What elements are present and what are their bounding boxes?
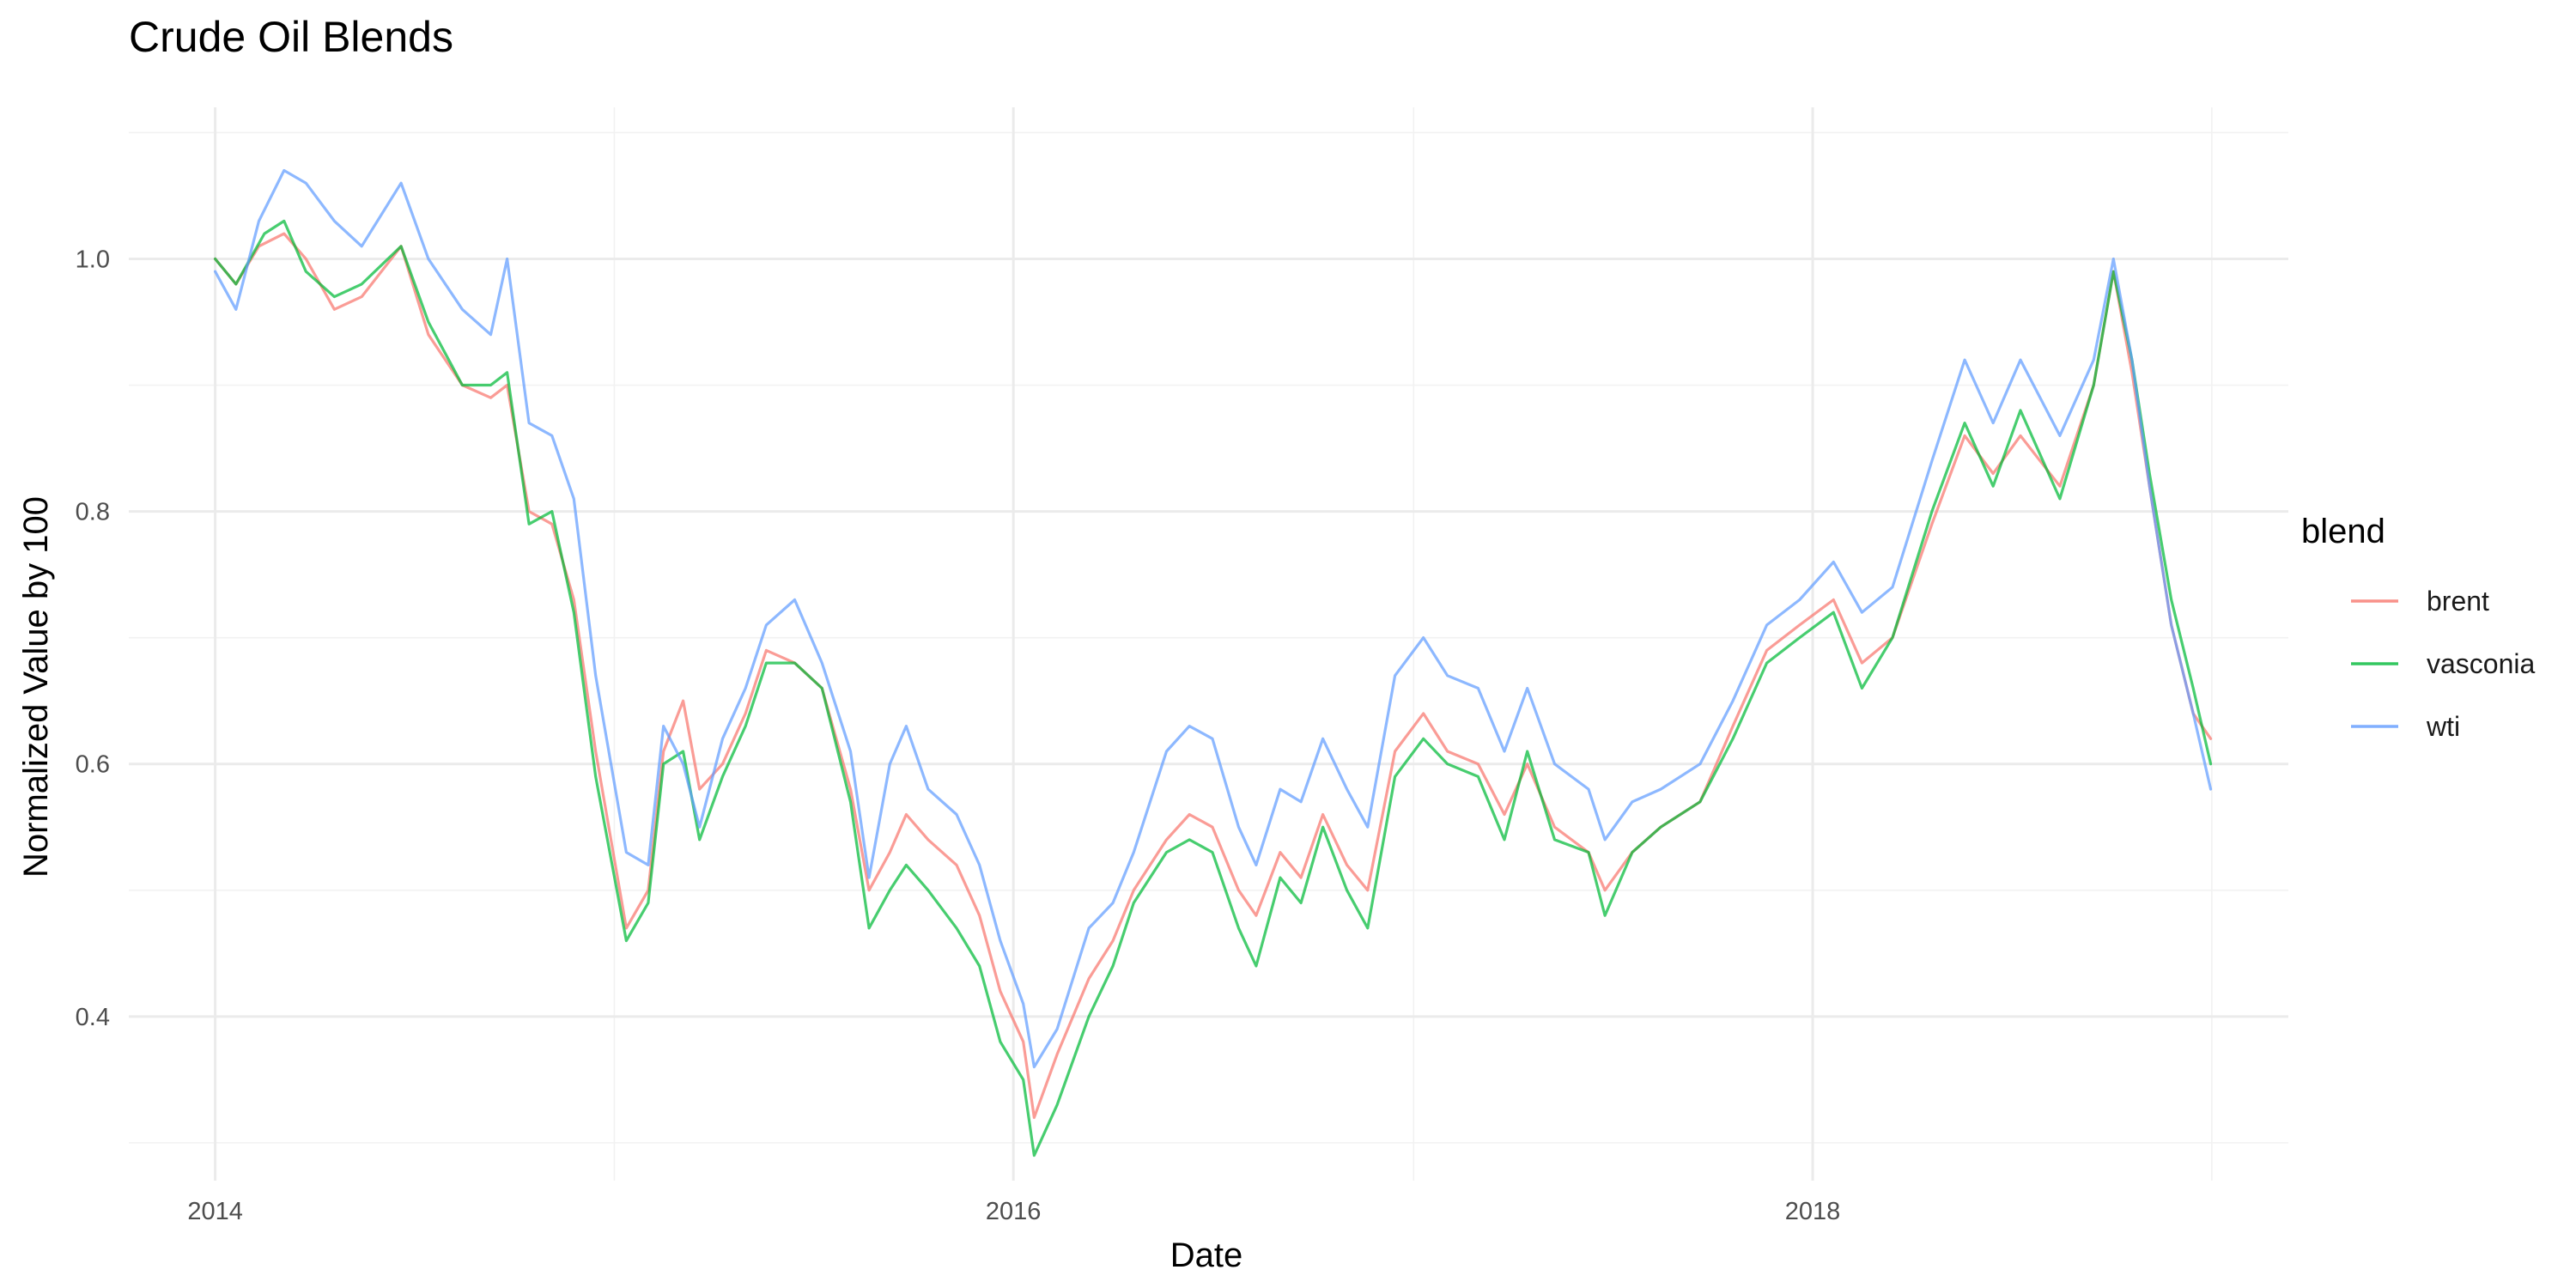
series-line-wti [214,168,2213,1069]
series-line-vasconia [214,219,2213,1157]
legend-label-vasconia: vasconia [2427,648,2536,679]
series-lines [214,168,2213,1157]
x-axis-title: Date [1170,1236,1243,1274]
grid-lines [129,107,2288,1181]
legend-title: blend [2301,513,2385,550]
series-line-brent [214,232,2213,1120]
legend-label-brent: brent [2427,586,2489,617]
y-axis-tick-labels: 0.4 0.6 0.8 1.0 [76,246,110,1030]
x-tick-label: 2014 [187,1198,243,1225]
legend-label-wti: wti [2426,711,2460,742]
y-tick-label: 0.6 [76,751,110,779]
y-tick-label: 0.4 [76,1004,110,1031]
chart-title: Crude Oil Blends [129,13,453,61]
legend: blend brent vasconia wti [2301,513,2536,742]
x-axis-tick-labels: 2014 2016 2018 [187,1198,1840,1225]
x-tick-label: 2016 [986,1198,1042,1225]
y-tick-label: 1.0 [76,246,110,273]
legend-items: brent vasconia wti [2351,586,2536,742]
y-tick-label: 0.8 [76,499,110,526]
y-axis-title: Normalized Value by 100 [17,496,55,878]
x-tick-label: 2018 [1785,1198,1841,1225]
